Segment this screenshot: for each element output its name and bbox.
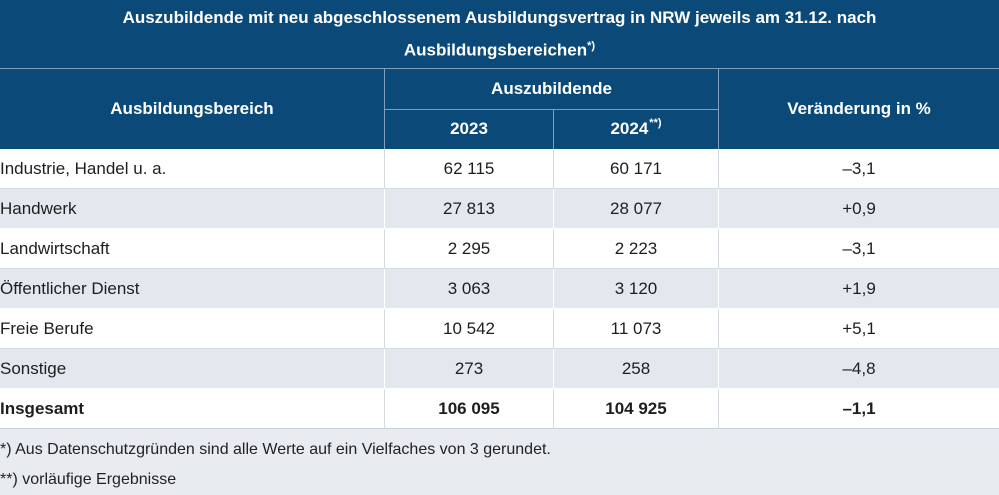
cell-divider xyxy=(384,149,385,189)
table-title: Auszubildende mit neu abgeschlossenem Au… xyxy=(0,0,999,68)
header-ausbildungsbereich-label: Ausbildungsbereich xyxy=(110,99,274,118)
cell-divider xyxy=(718,349,719,389)
cell-2024: 104 925 xyxy=(605,399,667,418)
cell-divider xyxy=(384,389,385,429)
cell-divider xyxy=(384,349,385,389)
cell-divider xyxy=(553,269,554,309)
cell-bereich: Landwirtschaft xyxy=(0,239,110,258)
title-line-2: Ausbildungsbereichen*) xyxy=(0,32,999,65)
footnote: **) vorläufige Ergebnisse xyxy=(0,471,177,488)
cell-divider xyxy=(718,309,719,349)
cell-bereich: Freie Berufe xyxy=(0,319,94,338)
table-row: Landwirtschaft 2 295 2 223 –3,1 xyxy=(0,229,999,269)
header-ausbildungsbereich: Ausbildungsbereich xyxy=(0,68,384,149)
header-year-2024-footnote: **) xyxy=(649,117,662,129)
cell-change: +5,1 xyxy=(842,319,876,338)
cell-divider xyxy=(718,149,719,189)
header-year-2024: 2024 **) xyxy=(554,109,718,149)
cell-divider xyxy=(384,309,385,349)
cell-divider xyxy=(384,189,385,229)
cell-2023: 27 813 xyxy=(443,199,495,218)
title-line-1: Auszubildende mit neu abgeschlossenem Au… xyxy=(122,8,877,27)
cell-change: –1,1 xyxy=(842,399,876,418)
header-divider xyxy=(718,68,719,149)
header-veraenderung-label: Veränderung in % xyxy=(787,99,931,118)
header-group-divider xyxy=(385,109,718,110)
table-row: Industrie, Handel u. a. 62 115 60 171 –3… xyxy=(0,149,999,189)
cell-2024: 28 077 xyxy=(610,199,662,218)
cell-divider xyxy=(718,269,719,309)
cell-divider xyxy=(384,229,385,269)
cell-divider xyxy=(553,149,554,189)
cell-divider xyxy=(718,389,719,429)
cell-change: –3,1 xyxy=(842,159,876,178)
cell-bereich: Sonstige xyxy=(0,359,67,378)
cell-divider xyxy=(718,229,719,269)
cell-divider xyxy=(553,189,554,229)
cell-2024: 11 073 xyxy=(610,319,662,338)
cell-change: –4,8 xyxy=(842,359,876,378)
header-year-2024-label: 2024 xyxy=(610,119,649,138)
header-year-2023-label: 2023 xyxy=(450,119,488,138)
cell-2023: 273 xyxy=(454,359,484,378)
cell-divider xyxy=(718,189,719,229)
cell-bereich: Industrie, Handel u. a. xyxy=(0,159,167,178)
title-line-2-text: Ausbildungsbereichen xyxy=(403,40,588,60)
table-row: Sonstige 273 258 –4,8 xyxy=(0,349,999,389)
cell-divider xyxy=(553,229,554,269)
header-divider xyxy=(553,109,554,149)
table-row: Freie Berufe 10 542 11 073 +5,1 xyxy=(0,309,999,349)
header-year-2023: 2023 xyxy=(385,109,553,149)
cell-divider xyxy=(553,389,554,429)
header-auszubildende-group: Auszubildende xyxy=(385,68,718,109)
cell-2024: 2 223 xyxy=(614,239,658,258)
cell-2024: 3 120 xyxy=(614,279,658,298)
table-row: Öffentlicher Dienst 3 063 3 120 +1,9 xyxy=(0,269,999,309)
cell-change: +1,9 xyxy=(842,279,876,298)
cell-2024: 60 171 xyxy=(610,159,662,178)
cell-2023: 106 095 xyxy=(438,399,500,418)
cell-bereich: Öffentlicher Dienst xyxy=(0,279,140,298)
table-row-total: Insgesamt 106 095 104 925 –1,1 xyxy=(0,389,999,429)
cell-bereich: Handwerk xyxy=(0,199,77,218)
cell-2023: 3 063 xyxy=(447,279,491,298)
cell-divider xyxy=(553,349,554,389)
cell-divider xyxy=(384,269,385,309)
table-row: Handwerk 27 813 28 077 +0,9 xyxy=(0,189,999,229)
cell-2023: 10 542 xyxy=(443,319,495,338)
cell-divider xyxy=(553,309,554,349)
footnote: *) Aus Datenschutzgründen sind alle Wert… xyxy=(0,441,551,458)
cell-2023: 2 295 xyxy=(447,239,491,258)
header-auszubildende-label: Auszubildende xyxy=(491,79,612,98)
cell-change: –3,1 xyxy=(842,239,876,258)
title-footnote-marker: *) xyxy=(587,40,596,52)
header-veraenderung: Veränderung in % xyxy=(719,68,999,149)
header-divider xyxy=(384,68,385,149)
cell-bereich: Insgesamt xyxy=(0,399,85,418)
cell-2024: 258 xyxy=(621,359,651,378)
cell-change: +0,9 xyxy=(842,199,876,218)
cell-2023: 62 115 xyxy=(443,159,495,178)
